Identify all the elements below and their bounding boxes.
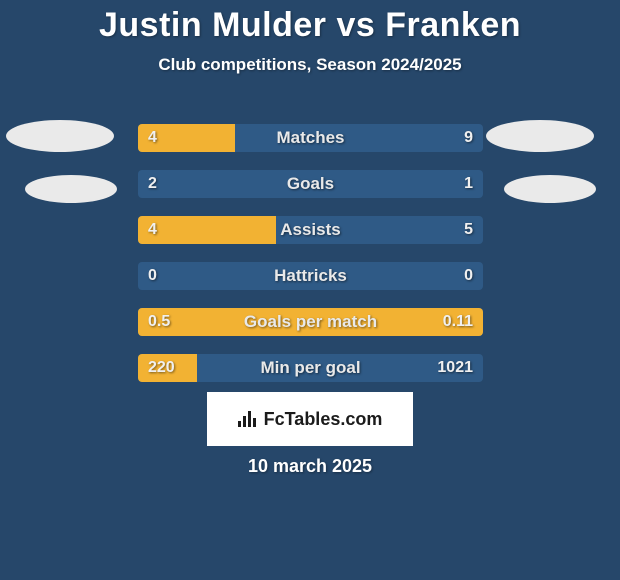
stat-value-left: 220 xyxy=(148,359,175,377)
stat-value-left: 4 xyxy=(148,221,157,239)
stat-value-right: 1021 xyxy=(437,359,473,377)
avatar-oval xyxy=(6,120,114,152)
stat-value-right: 1 xyxy=(464,175,473,193)
stat-value-left: 2 xyxy=(148,175,157,193)
avatar-oval xyxy=(25,175,117,203)
footer-date: 10 march 2025 xyxy=(0,456,620,477)
stat-value-left: 0 xyxy=(148,267,157,285)
bars-icon xyxy=(238,411,256,427)
stats-area: Matches49Goals21Assists45Hattricks00Goal… xyxy=(138,124,483,400)
stat-label: Assists xyxy=(138,220,483,240)
stat-row: Goals per match0.5 0.11 xyxy=(138,308,483,336)
avatar-oval xyxy=(486,120,594,152)
stat-row: Goals2 1 xyxy=(138,170,483,198)
stat-row: Min per goal220 1021 xyxy=(138,354,483,382)
stat-label: Goals xyxy=(138,174,483,194)
stat-value-right: 5 xyxy=(464,221,473,239)
stat-value-right: 0 xyxy=(464,267,473,285)
stat-value-right: 0.11 xyxy=(443,313,473,331)
stat-row: Matches4 9 xyxy=(138,124,483,152)
stat-value-left: 0.5 xyxy=(148,313,170,331)
stat-label: Goals per match xyxy=(138,312,483,332)
stat-label: Min per goal xyxy=(138,358,483,378)
page-subtitle: Club competitions, Season 2024/2025 xyxy=(0,55,620,75)
stat-value-left: 4 xyxy=(148,129,157,147)
stat-label: Hattricks xyxy=(138,266,483,286)
stat-label: Matches xyxy=(138,128,483,148)
avatar-oval xyxy=(504,175,596,203)
page-title: Justin Mulder vs Franken xyxy=(0,0,620,45)
stat-value-right: 9 xyxy=(464,129,473,147)
footer-brand-text: FcTables.com xyxy=(264,409,383,430)
stat-row: Assists4 5 xyxy=(138,216,483,244)
stat-row: Hattricks0 0 xyxy=(138,262,483,290)
footer-brand-box: FcTables.com xyxy=(207,392,413,446)
